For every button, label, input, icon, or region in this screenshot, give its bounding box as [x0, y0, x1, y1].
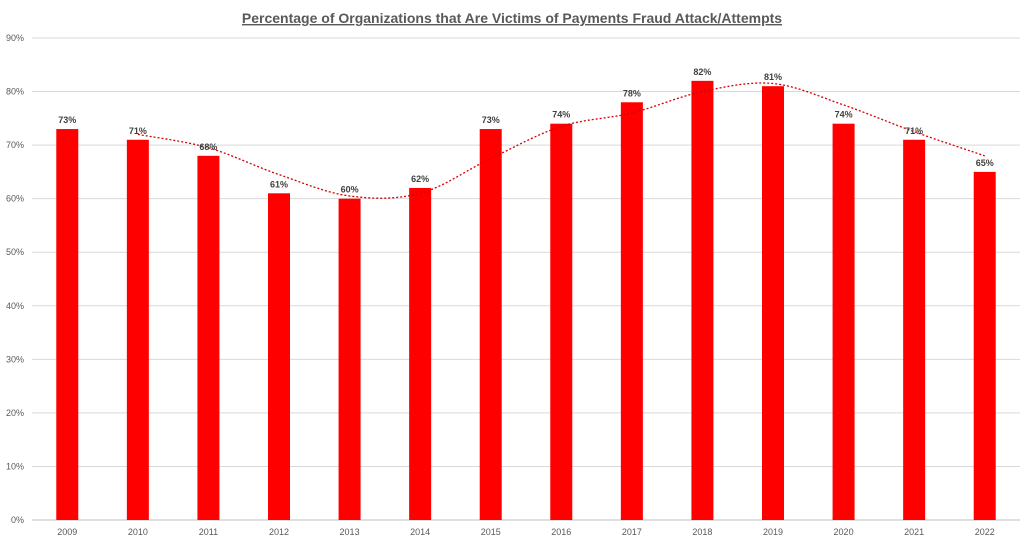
bar [691, 80, 714, 520]
bar [620, 102, 643, 521]
data-label: 73% [482, 115, 500, 125]
data-label: 74% [835, 110, 853, 120]
y-tick-label: 30% [6, 354, 24, 364]
y-tick-label: 50% [6, 247, 24, 257]
data-label: 65% [976, 158, 994, 168]
x-tick-label: 2009 [57, 527, 77, 537]
data-label: 74% [552, 110, 570, 120]
bar [550, 123, 573, 520]
bars [56, 80, 996, 521]
x-tick-label: 2011 [199, 527, 218, 537]
data-label: 81% [764, 72, 782, 82]
chart-title: Percentage of Organizations that Are Vic… [242, 10, 782, 26]
x-tick-label: 2019 [763, 527, 783, 537]
x-tick-label: 2014 [410, 527, 430, 537]
y-tick-label: 90% [6, 33, 24, 43]
bar [56, 129, 79, 521]
x-tick-label: 2020 [834, 527, 854, 537]
bar [832, 123, 855, 520]
bar [268, 193, 290, 521]
x-tick-label: 2013 [340, 527, 360, 537]
bar [479, 129, 502, 521]
y-tick-label: 0% [11, 515, 24, 525]
data-label: 73% [58, 115, 76, 125]
y-tick-label: 40% [6, 301, 24, 311]
y-axis-ticks: 0% 10% 20% 30% 40% 50% 60% 70% 80% 90% [6, 33, 24, 525]
y-tick-label: 70% [6, 140, 24, 150]
x-tick-label: 2015 [481, 527, 501, 537]
data-label: 71% [905, 126, 923, 136]
moving-average-trendline [137, 82, 985, 199]
bar [903, 139, 926, 520]
bar [409, 187, 432, 520]
x-tick-label: 2012 [269, 527, 289, 537]
bar [197, 155, 220, 521]
x-tick-label: 2017 [622, 527, 642, 537]
x-tick-label: 2021 [904, 527, 924, 537]
data-label: 60% [341, 185, 359, 195]
x-tick-label: 2018 [692, 527, 712, 537]
data-label: 62% [411, 174, 429, 184]
y-tick-label: 20% [6, 408, 24, 418]
data-label: 61% [270, 179, 288, 189]
data-labels: 73% 71% 68% 61% 60% 62% 73% 74% 78% 82% 81% 74% 71% 6… [58, 67, 993, 195]
data-label: 68% [199, 142, 217, 152]
bar [762, 86, 784, 520]
y-tick-label: 10% [6, 461, 24, 471]
x-tick-label: 2016 [551, 527, 571, 537]
y-tick-label: 60% [6, 194, 24, 204]
bar [338, 198, 361, 520]
bar [973, 171, 996, 520]
x-tick-label: 2010 [128, 527, 148, 537]
gridlines [32, 37, 1020, 521]
bar [126, 139, 149, 520]
x-tick-label: 2022 [975, 527, 995, 537]
data-label: 78% [623, 88, 641, 98]
data-label: 82% [693, 67, 711, 77]
y-tick-label: 80% [6, 87, 24, 97]
x-axis-ticks: 2009 2010 2011 2012 2013 2014 2015 2016 2017 2018… [57, 527, 994, 537]
data-label: 71% [129, 126, 147, 136]
